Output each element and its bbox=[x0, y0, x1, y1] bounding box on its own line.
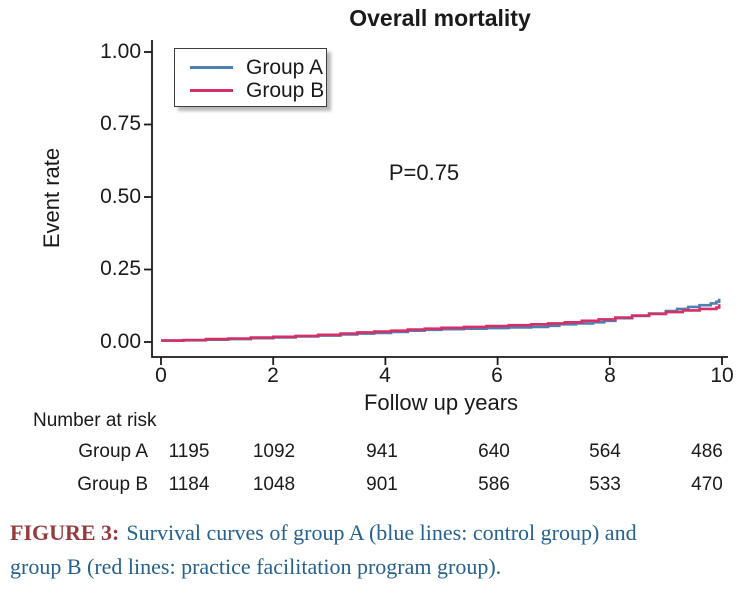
y-axis-label: Event rate bbox=[39, 147, 64, 249]
y-tick-label: 0.50 bbox=[100, 185, 141, 208]
risk-value: 564 bbox=[589, 441, 621, 462]
figure-caption-line-2: group B (red lines: practice facilitatio… bbox=[10, 554, 502, 579]
risk-row-label-group-a: Group A bbox=[78, 441, 148, 462]
risk-value: 640 bbox=[478, 441, 510, 462]
group-a-line-swatch bbox=[190, 66, 233, 69]
risk-row-label-group-b: Group B bbox=[77, 474, 148, 495]
x-axis-label: Follow up years bbox=[363, 390, 519, 415]
legend-item-group-b: Group B bbox=[175, 79, 326, 102]
x-tick-label: 0 bbox=[155, 364, 167, 387]
risk-value: 586 bbox=[478, 474, 510, 495]
legend: Group A Group B bbox=[174, 48, 327, 107]
group-b-line-swatch bbox=[190, 89, 233, 92]
risk-value: 486 bbox=[691, 441, 723, 462]
legend-label: Group A bbox=[246, 56, 324, 79]
p-value-annotation: P=0.75 bbox=[388, 160, 460, 185]
y-tick-label: 0.25 bbox=[100, 257, 141, 280]
y-tick-label: 1.00 bbox=[100, 40, 141, 63]
risk-value: 470 bbox=[691, 474, 723, 495]
x-tick-label: 4 bbox=[379, 364, 391, 387]
y-tick-label: 0.00 bbox=[100, 330, 141, 353]
caption-text: Survival curves of group A (blue lines: … bbox=[126, 520, 637, 545]
legend-label: Group B bbox=[246, 79, 325, 102]
y-tick-label: 0.75 bbox=[100, 112, 141, 135]
risk-value: 941 bbox=[366, 441, 398, 462]
risk-table-heading: Number at risk bbox=[33, 410, 157, 431]
risk-value: 1048 bbox=[252, 474, 296, 495]
risk-value: 1184 bbox=[168, 474, 210, 495]
risk-value: 1195 bbox=[168, 441, 210, 462]
figure-caption-line-1: FIGURE 3: Survival curves of group A (blu… bbox=[10, 520, 748, 546]
x-tick-label: 6 bbox=[491, 364, 503, 387]
risk-value: 533 bbox=[589, 474, 621, 495]
x-tick-label: 10 bbox=[710, 364, 734, 387]
figure-tag: FIGURE 3: bbox=[10, 520, 120, 545]
risk-value: 1092 bbox=[252, 441, 296, 462]
x-tick-label: 8 bbox=[604, 364, 616, 387]
chart-title: Overall mortality bbox=[349, 5, 531, 31]
risk-value: 901 bbox=[366, 474, 398, 495]
x-tick-label: 2 bbox=[267, 364, 279, 387]
legend-item-group-a: Group A bbox=[175, 56, 326, 79]
